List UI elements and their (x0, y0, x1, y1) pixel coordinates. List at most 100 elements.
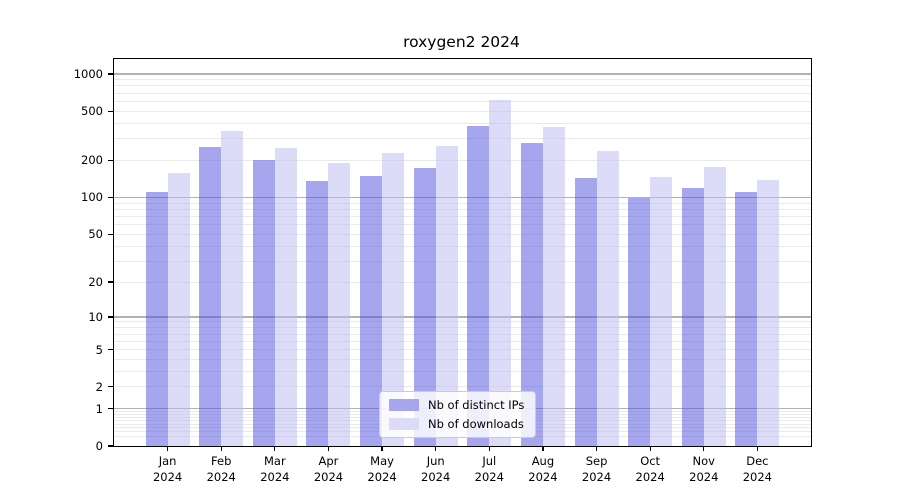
x-tick-label-mar: Mar 2024 (260, 454, 290, 484)
bar-distinct-ips-nov (681, 187, 704, 446)
gridline-minor (114, 208, 811, 210)
gridline-minor (114, 321, 811, 323)
gridline-minor (114, 349, 811, 350)
y-tick-label-200: 200 (81, 153, 103, 168)
x-tick-label-jul: Jul 2024 (474, 454, 504, 484)
x-tick-label-feb: Feb 2024 (206, 454, 236, 484)
gridline-minor (114, 370, 811, 372)
bar-distinct-ips-may (360, 175, 383, 446)
x-tick-mark (703, 446, 705, 451)
x-tick-label-nov: Nov 2024 (689, 454, 719, 484)
y-tick-mark (108, 196, 113, 199)
gridline-minor (114, 233, 811, 235)
bar-distinct-ips-apr (306, 180, 329, 446)
bar-distinct-ips-sep (574, 178, 597, 446)
legend-item-distinct-ips: Nb of distinct IPs (389, 398, 524, 412)
y-tick-mark (108, 110, 113, 112)
bar-distinct-ips-mar (252, 160, 275, 446)
y-tick-label-0: 0 (95, 439, 103, 453)
bar-distinct-ips-dec (735, 192, 758, 446)
bar-distinct-ips-feb (199, 147, 222, 446)
gridline-minor (114, 215, 811, 217)
legend-swatch-distinct-ips (389, 399, 419, 411)
gridline-minor (114, 92, 811, 94)
gridline-minor (114, 224, 811, 226)
bar-downloads-apr (328, 163, 351, 446)
bar-downloads-aug (542, 127, 565, 446)
y-tick-label-50: 50 (88, 227, 103, 242)
gridline-minor (114, 138, 811, 140)
x-tick-mark (274, 446, 276, 451)
y-tick-label-500: 500 (81, 104, 103, 119)
x-tick-mark (381, 446, 383, 451)
gridline-minor (114, 281, 811, 283)
x-tick-label-sep: Sep 2024 (581, 454, 612, 484)
y-tick-label-1: 1 (95, 401, 103, 416)
bar-downloads-jan (167, 173, 190, 446)
y-tick-mark (108, 408, 113, 410)
gridline-minor (114, 122, 811, 124)
x-tick-mark (649, 446, 651, 451)
x-tick-mark (488, 446, 490, 451)
x-tick-label-oct: Oct 2024 (635, 454, 665, 484)
legend-label-distinct-ips: Nb of distinct IPs (428, 398, 525, 412)
x-tick-mark (542, 446, 544, 451)
y-tick-label-1000: 1000 (73, 66, 103, 81)
gridline-minor (114, 79, 811, 81)
gridline-minor (114, 340, 811, 342)
gridline-minor (114, 245, 811, 247)
gridline-major (114, 73, 811, 75)
gridline-minor (114, 159, 811, 161)
gridline-minor (114, 110, 811, 112)
bar-downloads-oct (650, 176, 673, 446)
legend-item-downloads: Nb of downloads (389, 417, 524, 431)
bar-downloads-dec (757, 179, 780, 446)
y-tick-mark (108, 316, 113, 318)
bar-downloads-sep (596, 151, 619, 446)
y-tick-label-100: 100 (81, 190, 103, 205)
x-tick-label-jun: Jun 2024 (421, 454, 451, 484)
y-tick-mark (108, 348, 113, 351)
bar-downloads-mar (274, 148, 297, 446)
gridline-minor (114, 85, 811, 87)
y-tick-mark (108, 73, 113, 75)
gridline-minor (114, 358, 811, 360)
y-tick-mark (108, 386, 113, 388)
y-tick-mark (108, 281, 113, 283)
x-tick-label-apr: Apr 2024 (313, 454, 344, 484)
chart-title: roxygen2 2024 (403, 33, 520, 51)
bar-downloads-nov (703, 167, 726, 446)
y-tick-label-20: 20 (88, 275, 103, 290)
x-tick-mark (166, 446, 169, 451)
gridline-major (114, 316, 811, 318)
gridline-minor (114, 202, 811, 204)
gridline-minor (114, 100, 811, 102)
y-tick-mark (108, 233, 113, 235)
x-tick-mark (595, 446, 598, 451)
bar-distinct-ips-aug (520, 143, 543, 446)
x-tick-mark (435, 446, 437, 451)
x-tick-mark (220, 446, 222, 451)
x-tick-mark (327, 446, 330, 451)
plot-area: Nb of distinct IPs Nb of downloads Jan 20… (74, 58, 812, 484)
legend-swatch-downloads (389, 418, 419, 430)
bar-distinct-ips-jul (467, 126, 490, 446)
bar-distinct-ips-jun (413, 167, 436, 446)
bar-downloads-feb (221, 131, 244, 446)
x-tick-mark (756, 446, 759, 451)
bar-distinct-ips-jan (145, 192, 168, 446)
x-tick-label-may: May 2024 (367, 454, 397, 484)
y-tick-label-5: 5 (95, 342, 103, 357)
legend: Nb of distinct IPs Nb of downloads (379, 391, 537, 438)
bar-downloads-jun (435, 145, 458, 446)
gridline-minor (114, 333, 811, 335)
bar-distinct-ips-oct (628, 197, 651, 446)
gridline-major (114, 196, 811, 199)
bar-downloads-may (382, 152, 405, 446)
gridline-minor (114, 260, 811, 262)
x-tick-label-aug: Aug 2024 (528, 454, 558, 484)
y-tick-mark (108, 445, 113, 447)
y-tick-label-2: 2 (95, 379, 103, 394)
x-tick-label-dec: Dec 2024 (742, 454, 773, 484)
